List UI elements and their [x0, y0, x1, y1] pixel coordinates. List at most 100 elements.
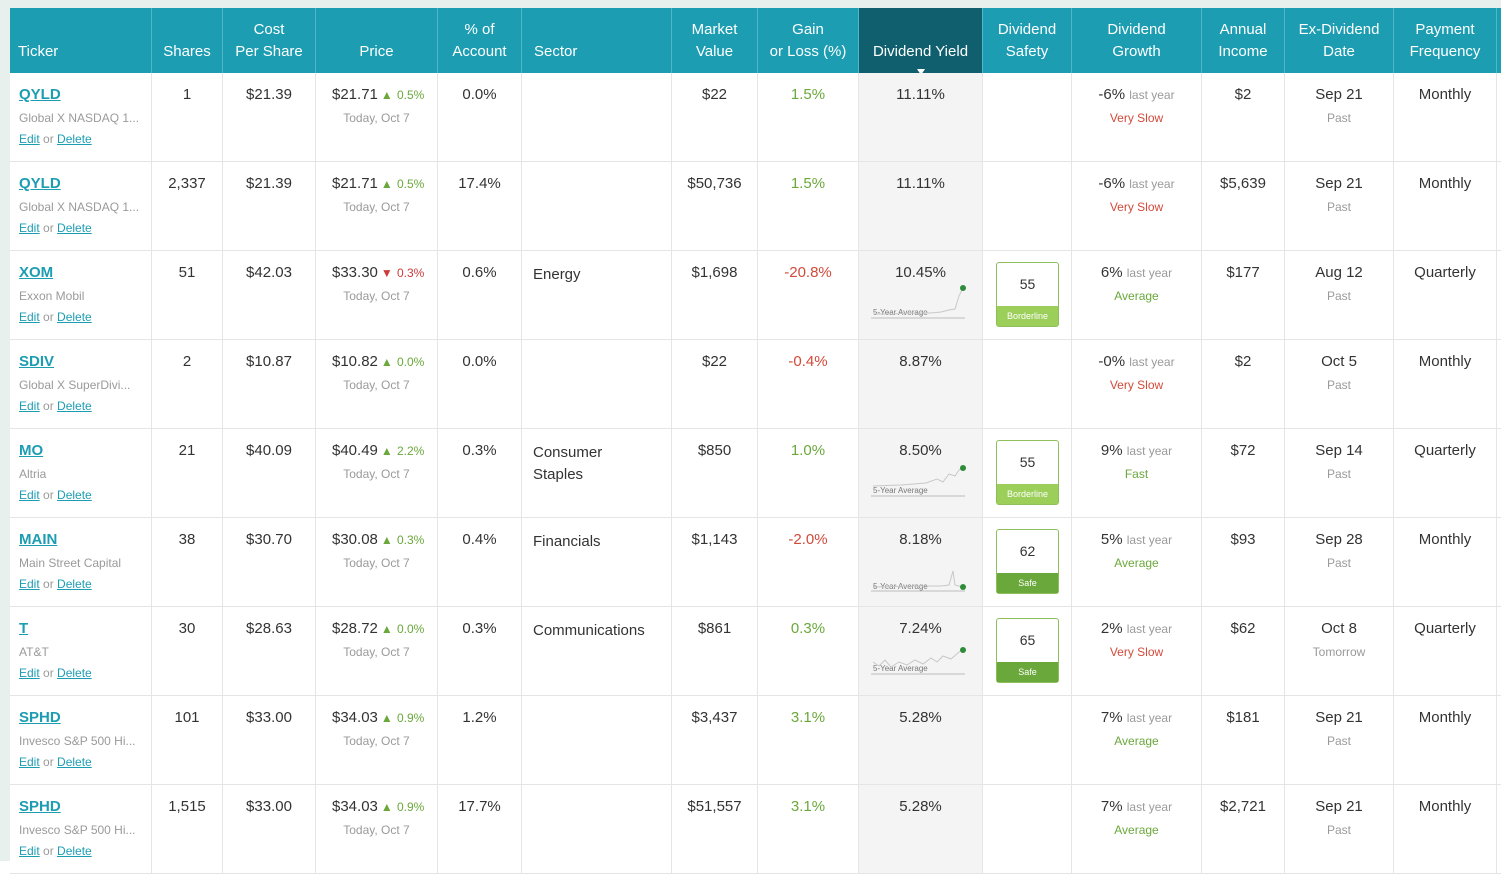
edit-link[interactable]: Edit	[19, 577, 40, 591]
cell-price: $28.72 ▲ 0.0% Today, Oct 7	[316, 607, 438, 695]
cell-annual-income: $62	[1202, 607, 1285, 695]
header-annual-income[interactable]: Annual Income	[1202, 8, 1285, 73]
header-payment-frequency[interactable]: Payment Frequency	[1394, 8, 1497, 73]
delete-link[interactable]: Delete	[57, 666, 92, 680]
header-dividend-growth[interactable]: Dividend Growth	[1072, 8, 1202, 73]
edit-link[interactable]: Edit	[19, 132, 40, 146]
ticker-link[interactable]: SPHD	[19, 709, 61, 726]
ticker-link[interactable]: QYLD	[19, 175, 61, 192]
row-actions: Edit or Delete	[19, 399, 92, 413]
yield-value: 8.87%	[899, 353, 942, 370]
cell-sector	[522, 162, 672, 250]
cell-gain: 0.3%	[758, 607, 859, 695]
row-actions: Edit or Delete	[19, 221, 92, 235]
edit-link[interactable]: Edit	[19, 755, 40, 769]
price-value: $34.03	[332, 798, 378, 815]
last-year-text: last year	[1126, 266, 1173, 280]
cost-value: $33.00	[246, 798, 292, 815]
cell-sector: Energy	[522, 251, 672, 339]
delete-link[interactable]: Delete	[57, 310, 92, 324]
cell-dividend-safety: 55 Borderline	[983, 251, 1072, 339]
edit-link[interactable]: Edit	[19, 221, 40, 235]
ticker-link[interactable]: XOM	[19, 264, 54, 281]
price-line: $21.71 ▲ 0.5%	[332, 86, 424, 103]
dividend-safety-badge[interactable]: 55 Borderline	[996, 262, 1059, 327]
ticker-link[interactable]: T	[19, 620, 29, 637]
ticker-link[interactable]: SPHD	[19, 798, 61, 815]
ticker-link[interactable]: SDIV	[19, 353, 55, 370]
delete-link[interactable]: Delete	[57, 844, 92, 858]
income-value: $93	[1230, 531, 1256, 548]
cost-value: $33.00	[246, 709, 292, 726]
header-ex-dividend-date[interactable]: Ex-Dividend Date	[1285, 8, 1394, 73]
edit-link[interactable]: Edit	[19, 310, 40, 324]
header-shares[interactable]: Shares	[152, 8, 223, 73]
price-line: $34.03 ▲ 0.9%	[332, 798, 424, 815]
cell-shares: 1,515	[152, 785, 223, 873]
cell-dividend-safety	[983, 73, 1072, 161]
cell-sector	[522, 73, 672, 161]
ex-dividend-date: Sep 21	[1315, 709, 1363, 726]
row-actions: Edit or Delete	[19, 310, 92, 324]
header-dividend-yield[interactable]: Dividend Yield	[859, 8, 983, 81]
ticker-link[interactable]: QYLD	[19, 86, 61, 103]
price-date: Today, Oct 7	[343, 467, 410, 481]
cell-sector: Financials	[522, 518, 672, 606]
pct-value: 17.4%	[458, 175, 501, 192]
delete-link[interactable]: Delete	[57, 132, 92, 146]
price-line: $10.82 ▲ 0.0%	[332, 353, 424, 370]
up-triangle-icon: ▲	[380, 177, 393, 191]
frequency-value: Monthly	[1418, 531, 1472, 548]
edit-link[interactable]: Edit	[19, 666, 40, 680]
header-dividend-safety[interactable]: Dividend Safety	[983, 8, 1072, 73]
gain-value: -20.8%	[784, 264, 832, 281]
header-ticker[interactable]: Ticker	[10, 8, 152, 73]
cell-gain: 1.5%	[758, 162, 859, 250]
price-value: $33.30	[332, 264, 378, 281]
header-pct-account[interactable]: % of Account	[438, 8, 522, 73]
dividend-safety-badge[interactable]: 62 Safe	[996, 529, 1059, 594]
cell-dividend-safety: 65 Safe	[983, 607, 1072, 695]
header-sector[interactable]: Sector	[522, 8, 672, 73]
delete-link[interactable]: Delete	[57, 577, 92, 591]
cell-market-value: $861	[672, 607, 758, 695]
delete-link[interactable]: Delete	[57, 755, 92, 769]
delete-link[interactable]: Delete	[57, 221, 92, 235]
delete-link[interactable]: Delete	[57, 399, 92, 413]
dividend-safety-badge[interactable]: 55 Borderline	[996, 440, 1059, 505]
gain-value: 1.0%	[790, 442, 826, 459]
header-market-value[interactable]: Market Value	[672, 8, 758, 73]
cell-shares: 21	[152, 429, 223, 517]
frequency-value: Monthly	[1418, 353, 1472, 370]
cell-payment-frequency: Quarterly	[1394, 429, 1497, 517]
edit-link[interactable]: Edit	[19, 399, 40, 413]
price-date: Today, Oct 7	[343, 289, 410, 303]
pct-value: 1.2%	[462, 709, 497, 726]
ticker-link[interactable]: MO	[19, 442, 44, 459]
cell-pct-account: 0.0%	[438, 340, 522, 428]
cell-sector: Consumer Staples	[522, 429, 672, 517]
price-change: 0.5%	[396, 88, 425, 102]
edit-link[interactable]: Edit	[19, 844, 40, 858]
price-change: 2.2%	[396, 444, 425, 458]
price-date: Today, Oct 7	[343, 734, 410, 748]
header-price[interactable]: Price	[316, 8, 438, 73]
cell-ex-dividend: Sep 21 Past	[1285, 73, 1394, 161]
table-row: SPHD Invesco S&P 500 Hi... Edit or Delet…	[10, 696, 1501, 785]
or-text: or	[43, 310, 54, 324]
up-triangle-icon: ▲	[380, 622, 393, 636]
cell-dividend-growth: 7% last year Average	[1072, 696, 1202, 784]
header-gain-loss[interactable]: Gain or Loss (%)	[758, 8, 859, 73]
delete-link[interactable]: Delete	[57, 488, 92, 502]
ticker-link[interactable]: MAIN	[19, 531, 58, 548]
dividend-safety-badge[interactable]: 65 Safe	[996, 618, 1059, 683]
ex-dividend-date: Sep 14	[1315, 442, 1363, 459]
header-cost-per-share[interactable]: Cost Per Share	[223, 8, 316, 73]
edit-link[interactable]: Edit	[19, 488, 40, 502]
cell-annual-income: $72	[1202, 429, 1285, 517]
ex-dividend-date: Oct 5	[1321, 353, 1357, 370]
cell-payment-frequency: Monthly	[1394, 162, 1497, 250]
cell-ticker: T AT&T Edit or Delete	[10, 607, 152, 695]
growth-line: 7% last year	[1072, 709, 1201, 726]
safety-label: Borderline	[997, 484, 1058, 504]
